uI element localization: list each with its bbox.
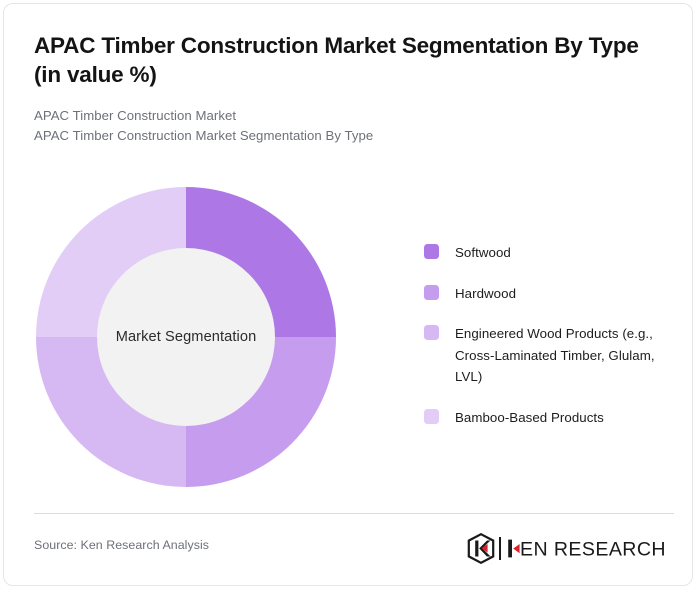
chart-footer: Source: Ken Research Analysis EN RESEARC… — [34, 533, 674, 567]
footer-divider — [34, 513, 674, 514]
source-text: Source: Ken Research Analysis — [34, 538, 210, 552]
legend-label: Softwood — [455, 245, 511, 260]
legend-swatch-icon — [424, 325, 439, 341]
legend-label: Bamboo-Based Products — [455, 409, 604, 425]
brand-wordmark: EN RESEARCH — [506, 537, 674, 560]
legend-item-hardwood[interactable]: Hardwood — [424, 283, 674, 305]
ken-shield-icon — [467, 533, 495, 564]
chart-card: APAC Timber Construction Market Segmenta… — [3, 3, 693, 586]
legend-swatch-icon — [424, 408, 439, 424]
legend-label: Engineered Wood Products (e.g., Cross-La… — [455, 326, 655, 385]
chart-header: APAC Timber Construction Market Segmenta… — [34, 32, 654, 146]
subtitle-segmentation: APAC Timber Construction Market Segmenta… — [34, 127, 374, 143]
legend-swatch-icon — [424, 284, 439, 300]
svg-text:EN RESEARCH: EN RESEARCH — [520, 538, 666, 560]
ken-research-logo: EN RESEARCH — [467, 533, 674, 564]
donut-svg — [36, 187, 336, 487]
subtitle-market: APAC Timber Construction Market — [34, 107, 237, 123]
donut-hole — [97, 248, 275, 426]
legend-item-bamboo-based-products[interactable]: Bamboo-Based Products — [424, 407, 674, 429]
legend-item-softwood[interactable]: Softwood — [424, 242, 674, 264]
legend-swatch-icon — [424, 244, 439, 259]
subtitle-group: APAC Timber Construction Market APAC Tim… — [34, 106, 654, 146]
logo-divider-bar — [499, 537, 501, 560]
legend-item-engineered-wood-products[interactable]: Engineered Wood Products (e.g., Cross-La… — [424, 323, 674, 388]
legend-label: Hardwood — [455, 285, 517, 301]
chart-legend: Softwood Hardwood Engineered Wood Produc… — [424, 242, 674, 447]
donut-chart: Market Segmentation — [26, 177, 346, 497]
ken-research-wordmark: EN RESEARCH — [508, 538, 666, 560]
page-title: APAC Timber Construction Market Segmenta… — [34, 33, 639, 87]
